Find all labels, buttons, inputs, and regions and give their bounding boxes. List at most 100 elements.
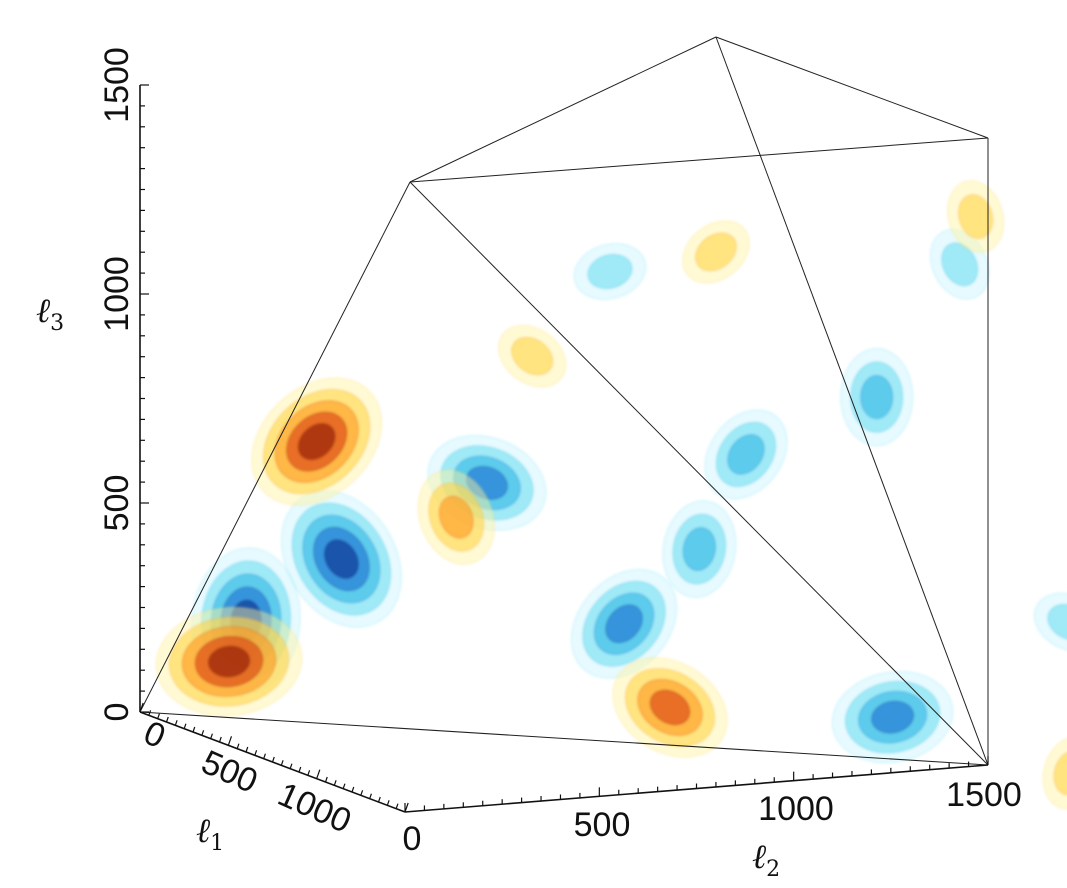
axis-tick (227, 736, 233, 746)
axis-tick (271, 756, 275, 763)
l2-axis-subscript: 2 (766, 857, 780, 882)
isosurface-shell (941, 242, 979, 287)
l1-tick-label: 500 (196, 743, 263, 801)
axis-tick (280, 760, 284, 766)
l3-tick-label: 1500 (98, 47, 136, 123)
frame-edge (409, 137, 989, 183)
l3-tick-label: 1000 (98, 256, 136, 332)
isosurface-shell (587, 253, 633, 290)
l2-tick-label: 1000 (758, 790, 834, 828)
axis-tick (165, 716, 169, 723)
isosurface-blobs (155, 180, 1067, 810)
frame-edge (409, 36, 717, 183)
isosurface-shell (957, 194, 994, 240)
l2-axis-label: ℓ2 (752, 837, 780, 882)
isosurface-shell (871, 700, 915, 734)
negative-isosurface (427, 435, 547, 531)
axis-tick (324, 776, 328, 783)
l3-tick-label: 0 (98, 703, 136, 722)
axis-tick (254, 750, 258, 756)
positive-isosurface (682, 220, 750, 284)
isosurface-shell (1053, 750, 1067, 796)
axis-tick (298, 766, 302, 773)
axis-tick (236, 743, 240, 749)
axis-ticks (139, 84, 989, 813)
axis-tick (174, 720, 178, 726)
negative-isosurface (662, 500, 737, 598)
isosurface-shell (649, 689, 691, 726)
axis-tick (316, 769, 321, 779)
l3-tick-label: 500 (98, 475, 136, 532)
isosurface-shell (860, 374, 894, 420)
positive-isosurface (251, 377, 382, 506)
axis-tick (386, 800, 390, 806)
l2-tick-label: 500 (574, 806, 631, 844)
isosurface-shell (605, 604, 643, 644)
positive-isosurface (498, 325, 567, 388)
frame-edge (715, 36, 989, 139)
isosurface-shell (297, 422, 336, 461)
axis-tick (218, 736, 222, 743)
isosurface-shell (1047, 603, 1067, 641)
negative-isosurface (1033, 592, 1067, 652)
l3-tick-labels: 0 500 1000 1500 (98, 47, 136, 721)
l3-axis-label: ℓ3 (36, 291, 64, 336)
isosurface-shell (323, 539, 360, 580)
isosurface-shell (1042, 736, 1067, 810)
l1-axis-subscript: 1 (210, 831, 224, 856)
l2-axis-symbol: ℓ (752, 837, 766, 877)
axis-tick (289, 763, 293, 769)
axis-tick (139, 702, 144, 713)
axis-tick (351, 786, 355, 793)
axis-tick (395, 803, 399, 809)
axis-tick (369, 793, 372, 799)
negative-isosurface (831, 670, 954, 764)
l2-tick-label: 1500 (946, 776, 1022, 814)
frame-edge (139, 711, 989, 766)
axis-tick (377, 796, 381, 803)
axis-tick (148, 710, 152, 716)
positive-isosurface (612, 657, 728, 758)
isosurface-shell (727, 434, 765, 475)
axis-tick (360, 790, 364, 796)
axis-tick (404, 802, 409, 813)
negative-isosurface (570, 569, 678, 679)
isosurface-shell (511, 336, 554, 376)
axis-tick (333, 780, 337, 786)
l1-tick-labels: 0 500 1000 (138, 714, 357, 841)
axis-tick (307, 770, 311, 776)
axis-tick (342, 783, 346, 789)
isosurface-shell (1033, 592, 1067, 652)
axis-tick (157, 713, 160, 719)
l3-axis-symbol: ℓ (36, 291, 50, 331)
l3-axis-subscript: 3 (50, 311, 64, 336)
negative-isosurface (840, 347, 914, 447)
isosurface-shell (438, 495, 474, 539)
l1-axis-symbol: ℓ (196, 811, 210, 851)
isosurface-shell (207, 645, 251, 678)
axis-tick (183, 723, 187, 729)
axis-tick (201, 730, 205, 736)
l1-tick-label: 0 (138, 714, 171, 756)
l1-axis-label: ℓ1 (196, 811, 224, 856)
positive-isosurface (155, 606, 303, 717)
negative-isosurface (280, 490, 402, 628)
positive-isosurface (947, 180, 1005, 253)
frame-edge (715, 36, 989, 766)
isosurface-shell (695, 232, 737, 272)
frame-edge (409, 181, 989, 766)
positive-isosurface (417, 469, 495, 565)
l2-tick-labels: 0 500 1000 1500 (403, 776, 1022, 858)
frame-edge (139, 181, 411, 713)
axis-tick (210, 733, 213, 739)
negative-isosurface (704, 409, 788, 500)
axis-tick (263, 753, 266, 759)
l2-tick-label: 0 (403, 820, 422, 858)
axis-tick (192, 726, 196, 733)
positive-isosurface (1042, 736, 1067, 810)
isosurface-shell (682, 527, 717, 572)
bounding-wireframe (139, 36, 989, 766)
negative-isosurface (573, 243, 647, 300)
axis-tick (245, 746, 249, 753)
